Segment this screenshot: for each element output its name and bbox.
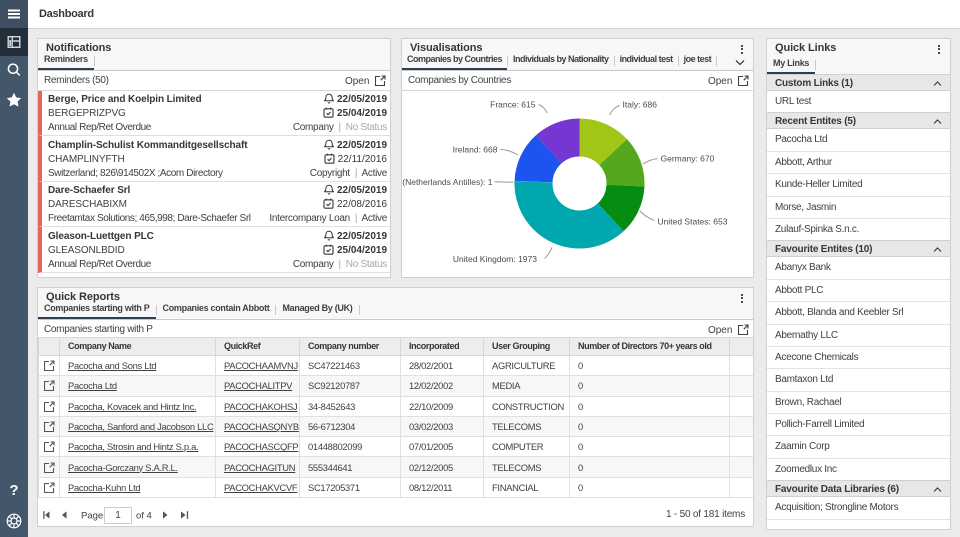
svg-text:United Kingdom: 1973: United Kingdom: 1973 bbox=[452, 254, 536, 264]
svg-text:Italy: 686: Italy: 686 bbox=[622, 99, 657, 109]
svg-text:of 4: of 4 bbox=[136, 511, 152, 522]
svg-text:Germany: 670: Germany: 670 bbox=[660, 153, 714, 163]
svg-text:France: 615: France: 615 bbox=[490, 99, 536, 109]
svg-text:United States: 653: United States: 653 bbox=[657, 216, 727, 226]
svg-text:Page: Page bbox=[81, 511, 103, 522]
svg-text:Ireland: 668: Ireland: 668 bbox=[452, 144, 497, 154]
svg-text:(Netherlands Antilles): 1: (Netherlands Antilles): 1 bbox=[402, 177, 493, 187]
